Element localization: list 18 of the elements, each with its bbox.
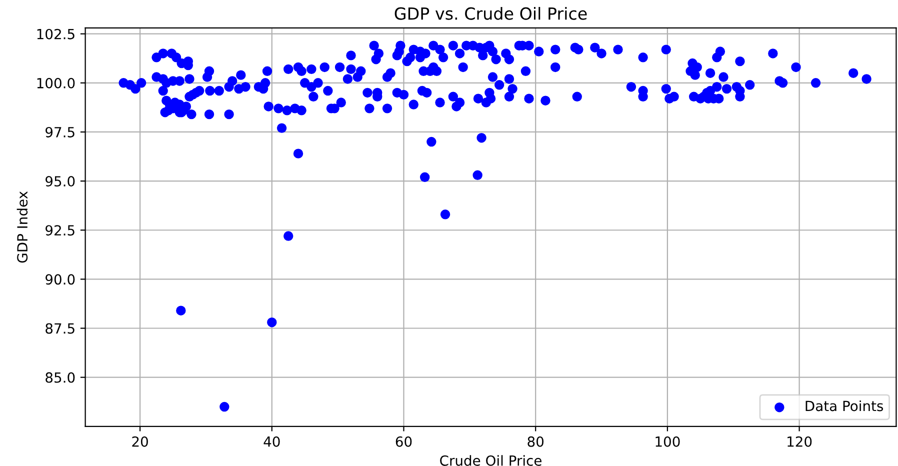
- x-tick-label: 100: [656, 436, 680, 447]
- chart-title: GDP vs. Crude Oil Price: [394, 6, 587, 20]
- x-tick-label: 40: [264, 436, 280, 447]
- y-tick-label: 90.0: [46, 274, 75, 285]
- y-tick-label: 95.0: [46, 176, 75, 187]
- x-tick-label: 120: [788, 436, 812, 447]
- y-tick-label: 100.0: [37, 78, 75, 88]
- y-tick-label: 102.5: [37, 28, 74, 40]
- x-tick-label: 60: [396, 436, 412, 447]
- legend-label: Data Points: [806, 400, 884, 412]
- y-tick-label: 87.5: [46, 323, 74, 334]
- x-tick-label: 80: [528, 436, 544, 447]
- y-tick-label: 85.0: [46, 372, 75, 383]
- x-axis-title: Crude Oil Price: [440, 455, 542, 466]
- y-tick-label: 97.5: [46, 126, 74, 138]
- x-tick-label: 20: [132, 436, 148, 447]
- y-tick-label: 92.5: [46, 225, 74, 236]
- y-axis-title: GDP Index: [16, 191, 28, 263]
